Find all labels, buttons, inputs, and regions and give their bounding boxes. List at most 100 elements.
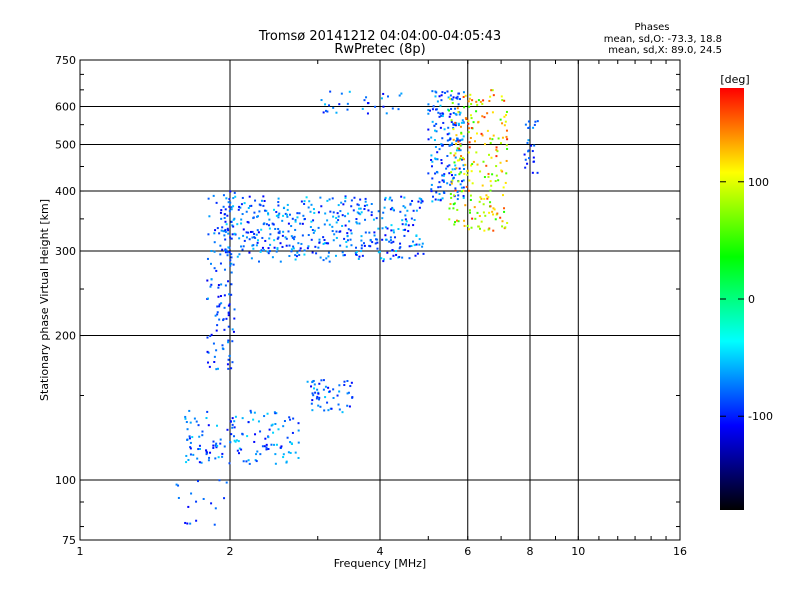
echo-point [455,139,458,142]
echo-point [363,99,366,102]
echo-point [228,303,231,306]
echo-point [476,163,479,166]
colorbar-ticks: 100 0 -100 [720,176,773,423]
echo-point [457,103,460,106]
echo-point [274,453,277,456]
echo-point [430,190,433,193]
echo-point [224,284,227,287]
echo-point [487,153,490,156]
echo-point [275,443,278,446]
echo-point [324,109,327,112]
echo-point [220,229,223,232]
echo-point [216,305,219,308]
echo-point [296,212,299,215]
echo-point [474,217,477,220]
echo-point [407,230,410,233]
echo-point [317,226,320,229]
echo-point [187,505,190,508]
echo-point [227,232,230,235]
echo-point [460,132,463,135]
echo-point [232,263,235,266]
echo-point [227,229,230,232]
echo-point [298,249,301,252]
echo-point [370,214,373,217]
echo-point [432,195,435,198]
echo-point [298,254,301,257]
echo-point [286,203,289,206]
echo-point [489,201,492,204]
echo-point [240,218,243,221]
echo-point [241,248,244,251]
echo-point [458,149,461,152]
echo-point [311,409,314,412]
echo-point [232,205,235,208]
echo-point [448,97,451,100]
echo-point [324,396,327,399]
echo-point [282,230,285,233]
echo-point [228,205,231,208]
echo-point [218,318,221,321]
echo-point [225,481,228,484]
echo-point [449,113,452,116]
echo-point [452,207,455,210]
echo-point [323,223,326,226]
echo-point [325,257,328,260]
echo-point [293,238,296,241]
echo-point [311,399,314,402]
echo-point [205,449,208,452]
echo-point [293,235,296,238]
echo-point [491,173,494,176]
echo-point [285,237,288,240]
echo-point [227,341,230,344]
echo-point [214,314,217,317]
echo-point [437,186,440,189]
echo-point [370,211,373,214]
echo-point [275,250,278,253]
echo-point [268,250,271,253]
echo-point [343,380,346,383]
echo-point [392,229,395,232]
echo-point [348,405,351,408]
y-tick-label: 600 [55,101,76,114]
echo-point [294,228,297,231]
echo-point [468,97,471,100]
echo-point [276,247,279,250]
echo-point [422,252,425,255]
echo-point [254,459,257,462]
echo-point [227,339,230,342]
echo-point [440,99,443,102]
echo-point [452,128,455,131]
echo-point [430,158,433,161]
echo-point [364,218,367,221]
echo-point [467,122,470,125]
echo-point [442,180,445,183]
echo-point [234,440,237,443]
echo-point [225,249,228,252]
echo-point [207,233,210,236]
echo-point [448,109,451,112]
echo-point [454,168,457,171]
echo-point [229,259,232,262]
echo-point [263,445,266,448]
echo-point [451,142,454,145]
colorbar-tick-label: -100 [748,410,773,423]
echo-point [229,236,232,239]
echo-point [311,392,314,395]
echo-point [486,112,489,115]
echo-point [495,146,498,149]
echo-point [389,239,392,242]
echo-point [261,236,264,239]
echo-point [314,391,317,394]
echo-point [404,228,407,231]
x-tick-label: 16 [673,545,687,558]
echo-point [398,94,401,97]
echo-point [415,234,418,237]
echo-point [184,417,187,420]
echo-point [263,415,266,418]
echo-point [466,224,469,227]
echo-point [398,247,401,250]
echo-point [306,247,309,250]
echo-point [223,268,226,271]
echo-point [455,167,458,170]
echo-point [468,146,471,149]
